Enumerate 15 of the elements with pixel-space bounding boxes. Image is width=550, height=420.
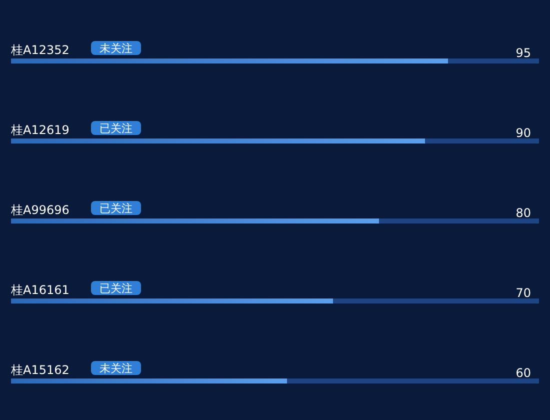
annotation: 已关注 [100, 282, 132, 295]
y-tick-label: 桂A15162 [10, 363, 70, 377]
annotation: 未关注 [100, 42, 132, 55]
data-label: 70 [516, 286, 531, 300]
y-tick-label: 桂A12619 [10, 123, 70, 137]
data-label: 90 [516, 126, 531, 140]
y-tick-label: 桂A12352 [10, 43, 70, 57]
y-tick-label: 桂A16161 [10, 283, 70, 297]
data-label: 60 [516, 366, 531, 380]
data-label: 95 [516, 46, 531, 60]
data-label: 80 [516, 206, 531, 220]
annotation: 已关注 [100, 202, 132, 215]
y-tick-label: 桂A99696 [10, 203, 70, 217]
annotation: 已关注 [100, 122, 132, 135]
annotation: 未关注 [100, 362, 132, 375]
